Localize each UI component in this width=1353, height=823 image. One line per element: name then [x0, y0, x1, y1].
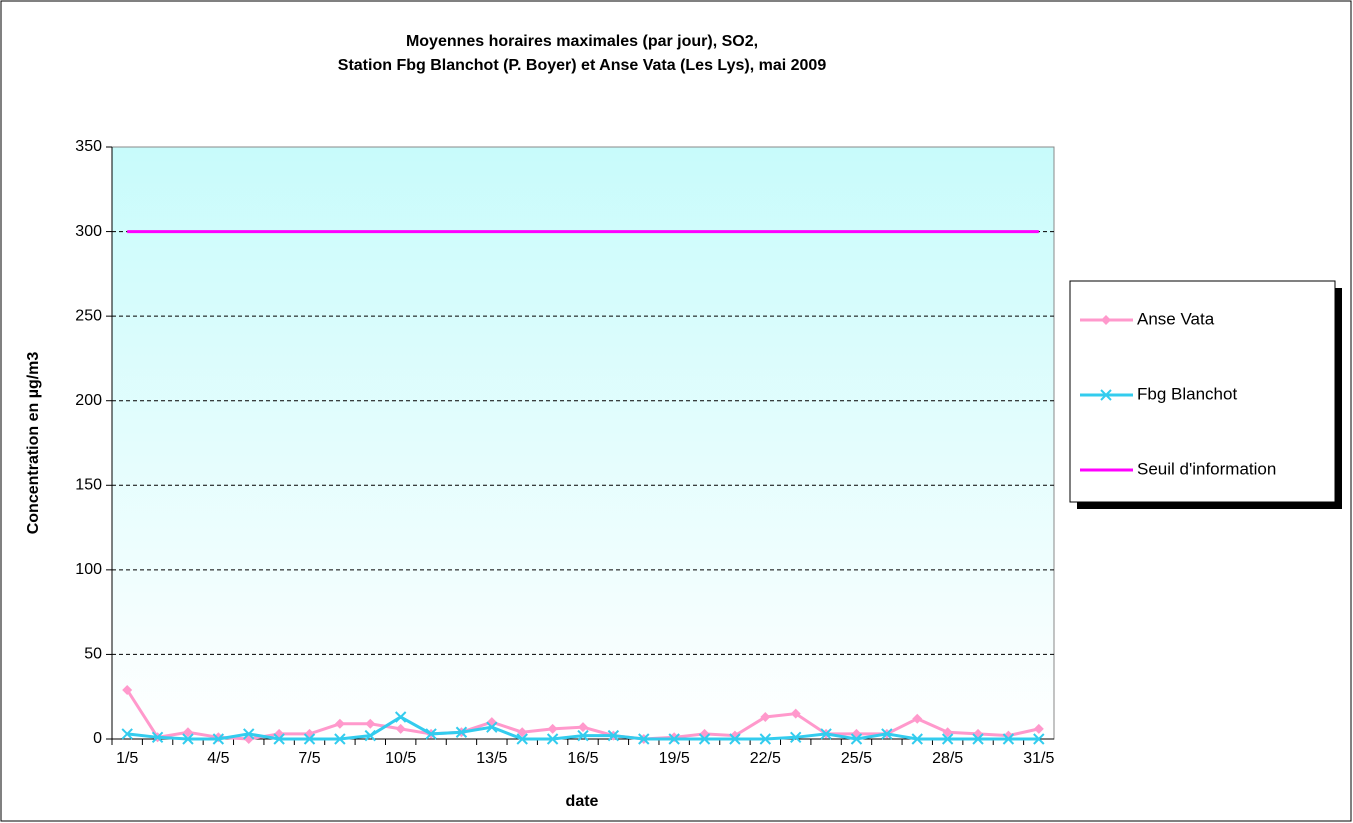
marker: [486, 721, 498, 733]
marker: [243, 728, 255, 740]
marker: [547, 723, 558, 734]
marker: [273, 733, 285, 745]
marker: [425, 728, 437, 740]
marker: [578, 722, 588, 733]
y-tick-label: 0: [93, 730, 102, 747]
marker: [122, 684, 133, 695]
marker: [850, 733, 863, 745]
marker: [912, 713, 923, 724]
x-tick-label: 1/5: [116, 750, 138, 767]
marker: [365, 718, 376, 729]
marker: [698, 733, 711, 745]
x-tick-label: 4/5: [207, 750, 229, 767]
legend-label: Seuil d'information: [1137, 459, 1276, 478]
marker: [881, 728, 893, 740]
marker: [121, 728, 133, 740]
x-tick-label: 7/5: [298, 750, 320, 767]
y-tick-label: 50: [84, 646, 102, 663]
marker: [516, 733, 528, 745]
marker: [1033, 733, 1045, 745]
x-axis-label: date: [566, 793, 599, 810]
legend: [1069, 280, 1336, 503]
y-tick-label: 100: [75, 561, 102, 578]
marker: [668, 733, 680, 745]
x-tick-label: 31/5: [1023, 750, 1054, 767]
marker: [334, 733, 346, 745]
x-tick-label: 25/5: [841, 750, 872, 767]
y-tick-label: 300: [75, 223, 102, 240]
marker: [212, 733, 225, 745]
marker: [303, 733, 316, 745]
marker: [394, 711, 407, 723]
marker: [151, 731, 164, 744]
chart-title: Station Fbg Blanchot (P. Boyer) et Anse …: [338, 57, 827, 74]
marker: [729, 733, 741, 745]
marker: [607, 729, 620, 742]
marker: [1002, 733, 1015, 745]
marker: [941, 733, 954, 745]
marker: [364, 729, 376, 742]
marker: [1033, 723, 1044, 734]
marker: [577, 729, 589, 742]
x-tick-label: 19/5: [659, 750, 690, 767]
marker: [455, 726, 468, 738]
legend-marker: [1100, 389, 1112, 401]
marker: [546, 733, 559, 745]
y-tick-label: 350: [75, 138, 102, 155]
marker: [911, 733, 923, 745]
x-tick-label: 28/5: [932, 750, 963, 767]
marker: [790, 708, 801, 719]
y-tick-label: 150: [75, 477, 102, 494]
x-tick-label: 22/5: [750, 750, 781, 767]
x-tick-label: 13/5: [476, 750, 507, 767]
y-axis-label: Concentration en µg/m3: [25, 352, 42, 535]
marker: [790, 731, 802, 744]
chart-title: Moyennes horaires maximales (par jour), …: [406, 33, 758, 50]
marker: [760, 712, 771, 723]
y-tick-label: 200: [75, 392, 102, 409]
marker: [334, 718, 345, 729]
plot-area: [111, 146, 1055, 740]
marker: [395, 723, 406, 734]
marker: [638, 733, 650, 745]
legend-label: Fbg Blanchot: [1137, 384, 1237, 403]
y-tick-label: 250: [75, 307, 102, 324]
marker: [972, 733, 984, 745]
marker: [517, 727, 528, 738]
x-tick-label: 10/5: [385, 750, 416, 767]
legend-marker: [1101, 315, 1111, 325]
marker: [759, 733, 772, 745]
marker: [182, 727, 193, 738]
marker: [182, 733, 194, 745]
marker: [820, 728, 832, 740]
legend-label: Anse Vata: [1137, 309, 1215, 328]
x-tick-label: 16/5: [567, 750, 598, 767]
marker: [942, 727, 953, 738]
